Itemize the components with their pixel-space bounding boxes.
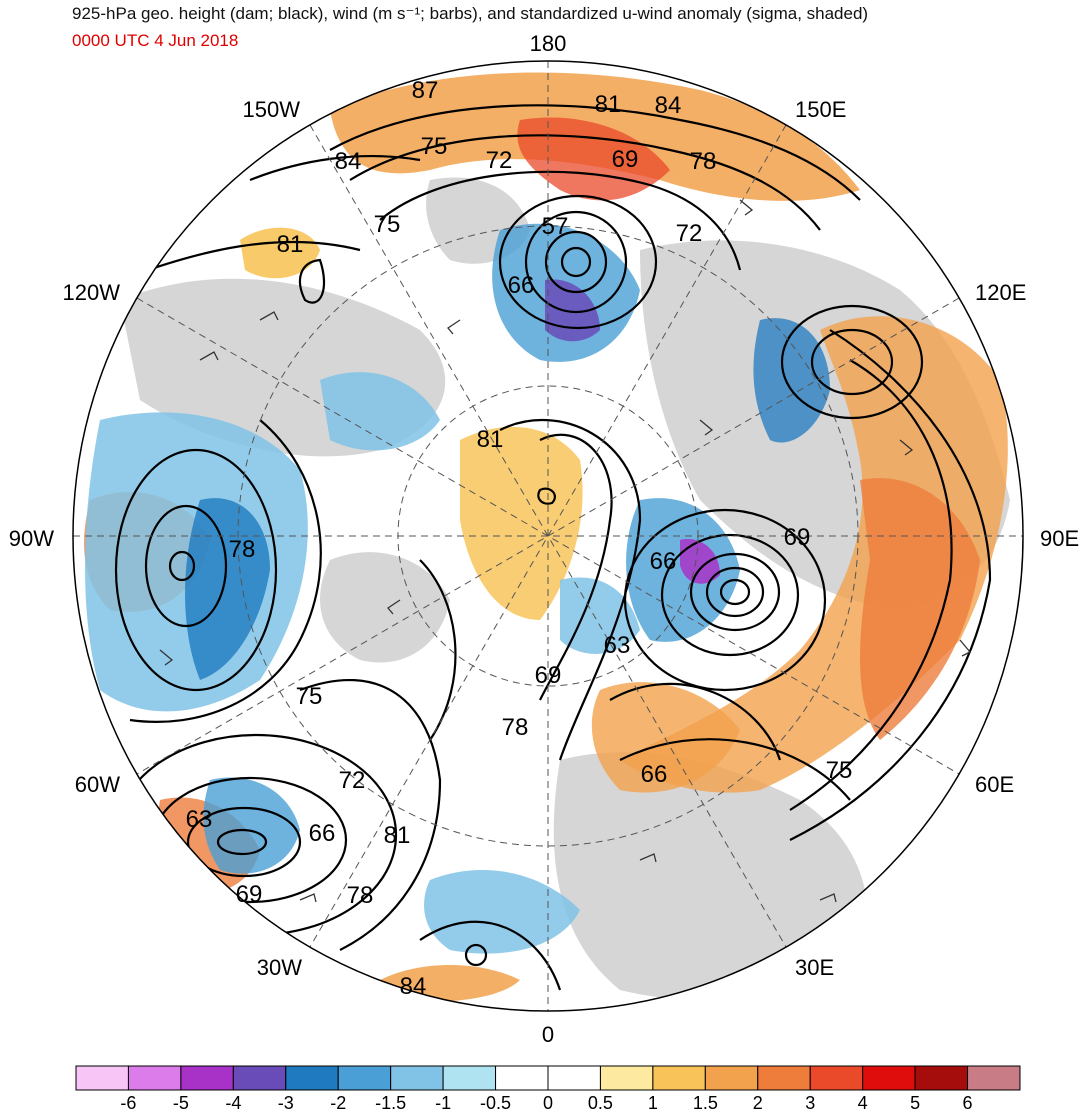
height-contours [114,104,992,991]
colorbar-label: 2 [752,1093,763,1113]
colorbar-box [442,1065,497,1091]
lon-label-60w: 60W [75,772,120,797]
contour-label: 81 [477,426,504,453]
colorbar-box [285,1065,339,1091]
colorbar-label: -1.5 [375,1093,407,1113]
contour-label: 78 [690,148,717,175]
graticule [73,61,1023,1011]
colorbar-box [390,1065,444,1091]
colorbar-box [180,1065,234,1091]
colorbar [75,1065,1021,1091]
colorbar-box [337,1065,392,1091]
lon-label-120e: 120E [975,280,1026,305]
colorbar-label: 4 [857,1093,868,1113]
contour-label: 66 [641,761,668,788]
contour-label: 84 [655,92,682,119]
land-masses [120,177,1010,1000]
lon-label-60e: 60E [975,772,1014,797]
negative-anomaly-shading [85,223,830,954]
contour-label: 69 [612,146,639,173]
contour-label: 84 [335,148,362,175]
colorbar-label: 1.5 [692,1093,718,1113]
colorbar-label: -1 [435,1093,452,1113]
colorbar-label: -0.5 [480,1093,512,1113]
colorbar-label: -4 [225,1093,242,1113]
colorbar-box [809,1065,864,1091]
contour-label: 87 [412,77,439,104]
contour-label: 78 [502,714,529,741]
longitude-labels: 180 150E 120E 90E 60E 30E 0 30W 60W 90W … [9,31,1079,1047]
colorbar-box [652,1065,706,1091]
contour-label: 66 [650,548,677,575]
lon-label-30w: 30W [257,955,302,980]
valid-time: 0000 UTC 4 Jun 2018 [72,31,239,50]
contour-label: 81 [384,822,411,849]
colorbar-label: -6 [120,1093,137,1113]
colorbar-box [547,1065,601,1091]
contour-label: 72 [676,220,703,247]
polar-stereographic-map: 87 81 84 75 72 69 78 84 75 72 57 81 66 8… [9,31,1079,1047]
colorbar-box [495,1065,549,1091]
contour-label: 66 [309,820,336,847]
colorbar-label: 6 [962,1093,973,1113]
colorbar-box [914,1065,969,1091]
colorbar-label: 5 [910,1093,921,1113]
map-disc [73,61,1023,1011]
colorbar-box [232,1065,287,1091]
colorbar-box [967,1065,1021,1091]
contour-label: 75 [374,211,401,238]
contour-label: 84 [400,973,427,1000]
colorbar-label: -2 [330,1093,347,1113]
lon-label-0: 0 [542,1022,554,1047]
colorbar-box [862,1065,916,1091]
colorbar-label: 0 [542,1093,554,1113]
colorbar-label: -3 [277,1093,294,1113]
colorbar-boxes [75,1065,1021,1091]
contour-label: 81 [595,91,622,118]
colorbar-box [704,1065,759,1091]
lon-label-90e: 90E [1040,526,1079,551]
lon-label-150w: 150W [243,97,301,122]
contour-label: 57 [542,213,569,240]
colorbar-label: 3 [805,1093,816,1113]
contour-label: 69 [784,524,811,551]
contour-label: 63 [186,806,213,833]
lon-label-150e: 150E [795,97,846,122]
contour-label: 69 [535,662,562,689]
contour-labels: 87 81 84 75 72 69 78 84 75 72 57 81 66 8… [186,77,853,1000]
lon-label-120w: 120W [63,280,121,305]
lon-label-90w: 90W [9,526,54,551]
colorbar-label: 0.5 [587,1093,613,1113]
colorbar-box [757,1065,811,1091]
colorbar-box [599,1065,654,1091]
contour-label: 63 [604,632,631,659]
lon-label-30e: 30E [795,955,834,980]
contour-label: 72 [486,147,513,174]
colorbar-box [127,1065,182,1091]
contour-label: 75 [826,757,853,784]
map-border [72,60,1024,1012]
lon-label-180: 180 [530,31,567,56]
contour-label: 75 [296,683,323,710]
contour-label: 78 [229,536,256,563]
map-title: 925-hPa geo. height (dam; black), wind (… [72,4,869,23]
contour-label: 69 [236,881,263,908]
contour-label: 78 [347,882,374,909]
wind-barbs [159,199,972,903]
contour-label: 72 [339,767,366,794]
contour-label: 75 [421,133,448,160]
contour-label: 66 [508,272,535,299]
colorbar-label: -5 [172,1093,189,1113]
polar-map: 87 81 84 75 72 69 78 84 75 72 57 81 66 8… [9,31,1079,1047]
contour-label: 81 [277,231,304,258]
colorbar-box [75,1065,129,1091]
colorbar-label: 1 [647,1093,658,1113]
